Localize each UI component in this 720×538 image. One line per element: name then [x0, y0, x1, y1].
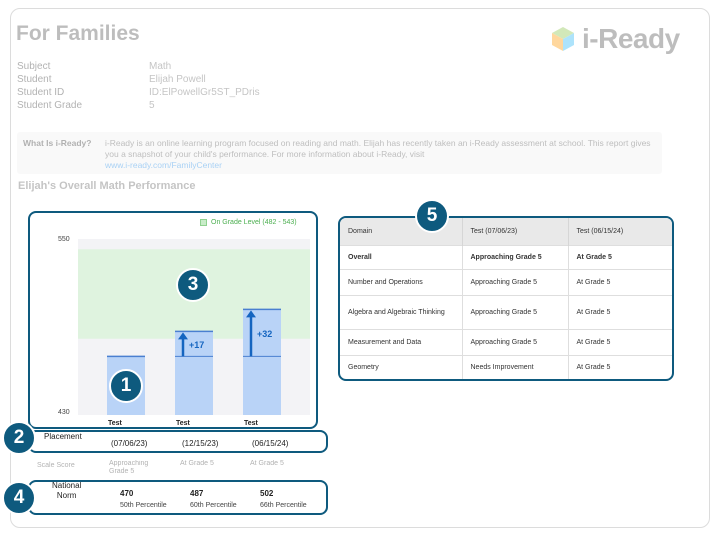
placement-date-3: (06/15/24)	[252, 439, 289, 448]
placement-level-3: At Grade 5	[250, 460, 284, 467]
cube-icon	[552, 27, 574, 51]
info-label: Student Grade	[17, 100, 83, 111]
placement-date-1: (07/06/23)	[111, 439, 148, 448]
growth-arrowhead-2	[178, 332, 188, 340]
placement-level-1: Approaching Grade 5	[109, 460, 149, 475]
x-label-test-2: Test	[176, 420, 190, 427]
cell-test-2: At Grade 5	[568, 268, 672, 295]
cell-domain: Measurement and Data	[340, 328, 463, 355]
cell-test-1: Approaching Grade 5	[462, 294, 569, 329]
chart-legend: On Grade Level (482 - 543)	[200, 219, 297, 226]
cell-test-1: Approaching Grade 5	[462, 244, 569, 269]
x-label-test-3: Test	[244, 420, 258, 427]
table-row: Geometry Needs Improvement At Grade 5	[340, 354, 672, 379]
info-label: Subject	[17, 61, 51, 72]
header-test-2: Test (06/15/24)	[568, 218, 672, 245]
info-label: Student	[17, 74, 52, 85]
info-value: Math	[149, 61, 172, 72]
cell-test-2: At Grade 5	[568, 328, 672, 355]
section-title: Elijah's Overall Math Performance	[18, 180, 196, 192]
norm-label-line1: National	[52, 481, 82, 490]
placement-label: Placement	[44, 432, 82, 441]
norm-percentile-3: 66th Percentile	[260, 502, 307, 509]
table-header-row: Domain Test (07/06/23) Test (06/15/24)	[340, 218, 672, 245]
callout-badge-2: 2	[2, 421, 36, 455]
domain-table: Domain Test (07/06/23) Test (06/15/24) O…	[340, 218, 672, 379]
performance-chart: +17 +32	[78, 239, 310, 415]
info-row-grade: Student Grade 5	[17, 99, 260, 112]
cell-test-1: Needs Improvement	[462, 354, 569, 379]
norm-score-1: 470	[120, 489, 134, 498]
growth-arrowhead-3	[246, 310, 256, 318]
y-tick-top: 550	[58, 236, 70, 243]
info-value: Elijah Powell	[149, 74, 206, 85]
family-center-link[interactable]: www.i-ready.com/FamilyCenter	[105, 160, 222, 170]
info-label: Student ID	[17, 87, 65, 98]
callout-badge-4: 4	[2, 481, 36, 515]
domain-table-frame: Domain Test (07/06/23) Test (06/15/24) O…	[338, 216, 674, 381]
logo-text: i-Ready	[582, 23, 680, 54]
y-tick-bottom: 430	[58, 409, 70, 416]
placement-date-2: (12/15/23)	[182, 439, 219, 448]
student-info: Subject Math Student Elijah Powell Stude…	[17, 60, 260, 112]
table-row: Algebra and Algebraic Thinking Approachi…	[340, 294, 672, 329]
cell-domain: Number and Operations	[340, 268, 463, 295]
score-bar-3	[243, 309, 281, 415]
score-bar-2	[175, 331, 213, 415]
norm-score-3: 502	[260, 489, 274, 498]
callout-badge-5: 5	[415, 199, 449, 233]
legend-swatch	[200, 219, 207, 226]
cell-domain: Overall	[340, 244, 463, 269]
info-row-student-id: Student ID ID:ElPowellGr5ST_PDris	[17, 86, 260, 99]
what-is-text: i-Ready is an online learning program fo…	[105, 138, 656, 171]
norm-percentile-2: 60th Percentile	[190, 502, 237, 509]
callout-badge-3: 3	[176, 268, 210, 302]
growth-label-3: +32	[257, 329, 272, 339]
legend-text: On Grade Level (482 - 543)	[211, 219, 297, 226]
what-is-label: What Is i-Ready?	[23, 138, 92, 148]
norm-percentile-1: 50th Percentile	[120, 502, 167, 509]
i-ready-logo: i-Ready	[550, 23, 680, 55]
callout-badge-1: 1	[109, 369, 143, 403]
what-is-iready-box: What Is i-Ready? i-Ready is an online le…	[17, 132, 662, 174]
header-test-1: Test (07/06/23)	[462, 218, 569, 245]
info-row-student: Student Elijah Powell	[17, 73, 260, 86]
table-row: Overall Approaching Grade 5 At Grade 5	[340, 244, 672, 269]
chart-highlight-frame	[28, 211, 318, 429]
cell-test-1: Approaching Grade 5	[462, 328, 569, 355]
table-row: Number and Operations Approaching Grade …	[340, 268, 672, 295]
norm-label-line2: Norm	[56, 491, 77, 500]
about-text: i-Ready is an online learning program fo…	[105, 138, 651, 159]
cell-test-2: At Grade 5	[568, 294, 672, 329]
info-value: 5	[149, 100, 155, 111]
growth-label-2: +17	[189, 340, 204, 350]
norm-score-2: 487	[190, 489, 204, 498]
cell-domain: Algebra and Algebraic Thinking	[340, 294, 463, 329]
cell-test-2: At Grade 5	[568, 244, 672, 269]
x-label-test-1: Test	[108, 420, 122, 427]
cell-test-2: At Grade 5	[568, 354, 672, 379]
page-title: For Families	[16, 22, 140, 45]
scale-score-label: Scale Score	[37, 462, 75, 469]
info-value: ID:ElPowellGr5ST_PDris	[149, 87, 260, 98]
cell-domain: Geometry	[340, 354, 463, 379]
info-row-subject: Subject Math	[17, 60, 260, 73]
national-norm-label: National Norm	[52, 481, 81, 501]
table-row: Measurement and Data Approaching Grade 5…	[340, 328, 672, 355]
cell-test-1: Approaching Grade 5	[462, 268, 569, 295]
placement-level-2: At Grade 5	[180, 460, 214, 467]
